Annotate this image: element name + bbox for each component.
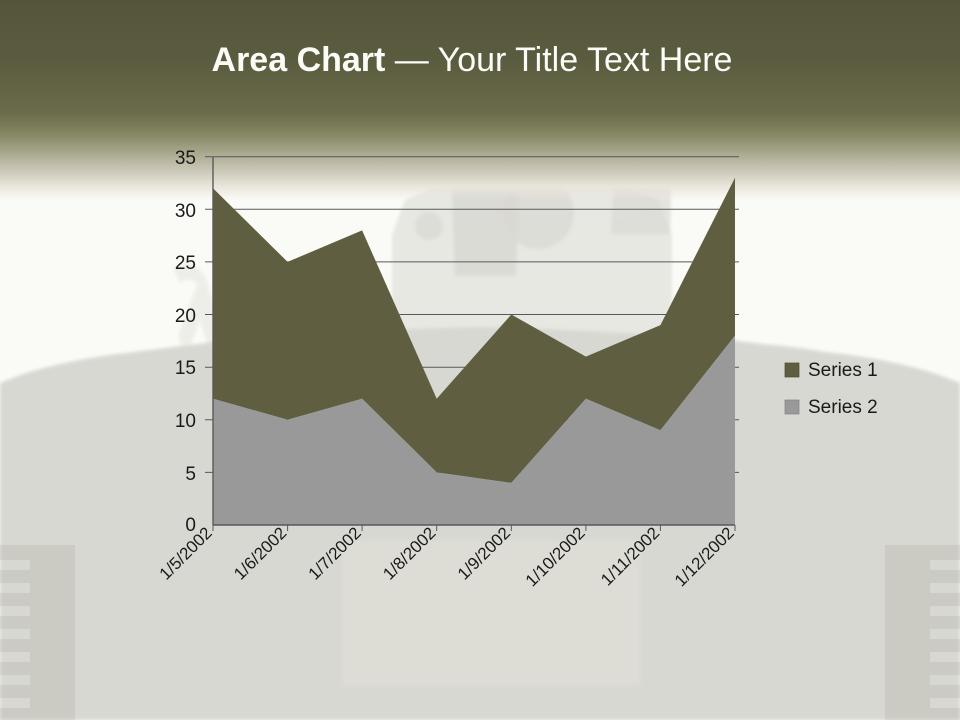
svg-text:Series 1: Series 1 <box>808 360 878 381</box>
svg-text:1/7/2002: 1/7/2002 <box>305 523 365 583</box>
svg-text:1/6/2002: 1/6/2002 <box>230 523 290 583</box>
svg-text:30: 30 <box>175 201 196 222</box>
svg-text:5: 5 <box>185 464 196 485</box>
svg-text:25: 25 <box>175 253 196 274</box>
svg-text:20: 20 <box>175 306 196 327</box>
svg-text:1/8/2002: 1/8/2002 <box>379 523 439 583</box>
svg-text:1/11/2002: 1/11/2002 <box>597 523 663 589</box>
svg-text:1/12/2002: 1/12/2002 <box>671 523 738 590</box>
svg-text:35: 35 <box>175 148 196 169</box>
svg-text:10: 10 <box>175 411 196 432</box>
svg-text:15: 15 <box>175 358 196 379</box>
svg-text:Series 2: Series 2 <box>808 397 878 418</box>
svg-text:1/9/2002: 1/9/2002 <box>454 523 514 583</box>
svg-text:1/10/2002: 1/10/2002 <box>522 523 589 590</box>
